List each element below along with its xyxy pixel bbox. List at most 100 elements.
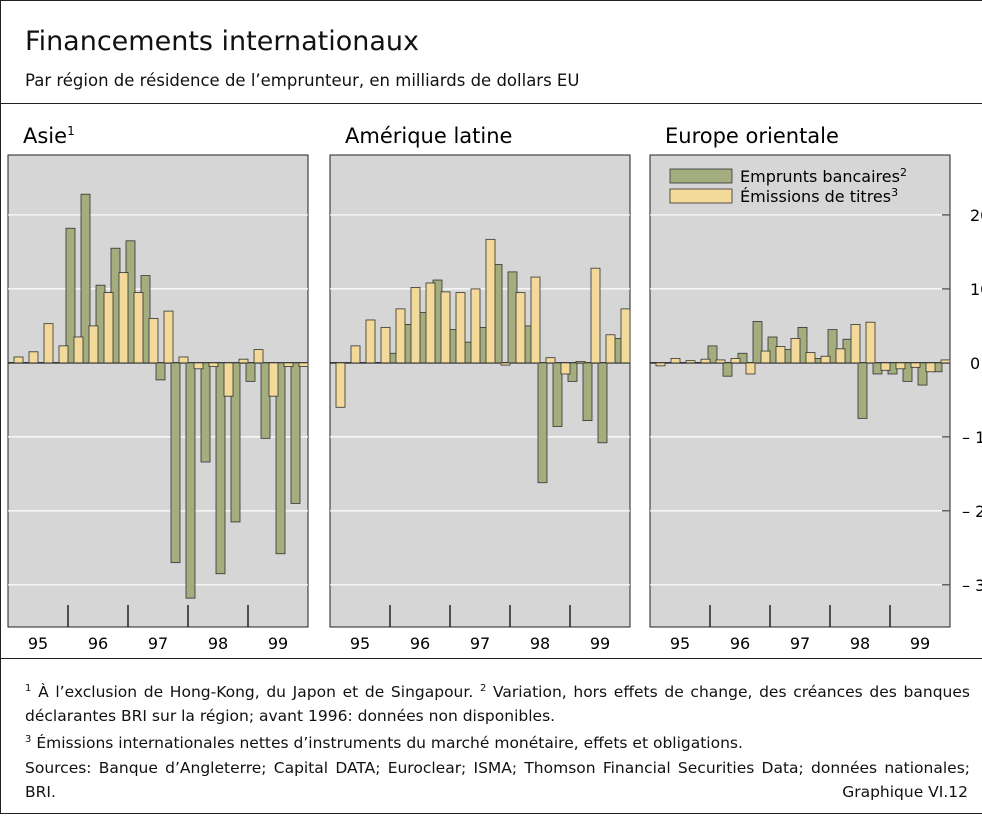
- bar: [470, 288, 481, 364]
- bar: [43, 323, 54, 364]
- bar: [245, 362, 256, 382]
- x-tick-label: 98: [208, 634, 228, 653]
- bar: [655, 362, 666, 367]
- plot-area: [649, 154, 951, 628]
- legend-swatch: [669, 168, 733, 184]
- y-tick-label: 0: [970, 354, 980, 373]
- sources: Sources: Banque d’Angleterre; Capital DA…: [25, 759, 970, 801]
- bar: [365, 319, 376, 364]
- bar: [380, 326, 391, 364]
- bar: [700, 358, 711, 364]
- divider: [0, 658, 982, 659]
- bar: [65, 227, 76, 364]
- bar: [685, 360, 696, 364]
- bar: [200, 362, 211, 463]
- y-tick-label: – 20: [962, 502, 982, 521]
- bar: [215, 362, 226, 575]
- x-tick-label: 96: [410, 634, 430, 653]
- bar: [440, 291, 451, 364]
- bar: [745, 362, 756, 375]
- bar: [485, 238, 496, 364]
- footnote-text: Émissions internationales nettes d’instr…: [36, 734, 743, 753]
- bar: [253, 349, 264, 364]
- bar: [820, 355, 831, 364]
- footnote-mark: 2: [479, 683, 487, 694]
- bar: [805, 352, 816, 364]
- footnotes: 1 À l’exclusion de Hong-Kong, du Japon e…: [25, 677, 970, 755]
- x-tick-label: 95: [670, 634, 690, 653]
- x-tick-label: 97: [470, 634, 490, 653]
- bar: [925, 362, 936, 373]
- bar: [537, 362, 548, 484]
- legend-swatch: [669, 188, 733, 204]
- bar: [590, 267, 601, 364]
- bar: [760, 350, 771, 364]
- bar: [80, 193, 91, 364]
- bar: [910, 362, 921, 368]
- bar: [185, 362, 196, 599]
- x-tick-label: 98: [850, 634, 870, 653]
- chart-id: Graphique VI.12: [842, 783, 968, 801]
- bar: [13, 356, 24, 364]
- bar: [515, 292, 526, 364]
- plot-area: [329, 154, 631, 628]
- bar: [775, 346, 786, 364]
- bar: [895, 362, 906, 370]
- bar: [707, 345, 718, 364]
- bar: [298, 362, 309, 367]
- legend-note: 2: [900, 166, 907, 179]
- x-tick-label: 99: [590, 634, 610, 653]
- bar: [425, 282, 436, 364]
- bar: [230, 362, 241, 523]
- bar: [455, 292, 466, 364]
- bar: [170, 362, 181, 564]
- bar: [605, 334, 616, 364]
- legend-note: 3: [891, 186, 898, 199]
- bar: [223, 362, 234, 397]
- bar: [88, 325, 99, 364]
- x-tick-label: 95: [28, 634, 48, 653]
- bar: [715, 359, 726, 364]
- bar: [350, 345, 361, 364]
- x-tick-label: 99: [910, 634, 930, 653]
- bar: [58, 345, 69, 364]
- bar: [260, 362, 271, 439]
- bar: [395, 308, 406, 364]
- bar: [148, 318, 159, 364]
- bar: [880, 362, 891, 371]
- bar: [902, 362, 913, 382]
- bar: [155, 362, 166, 381]
- bar: [850, 324, 861, 364]
- bar: [530, 276, 541, 364]
- x-tick-label: 99: [268, 634, 288, 653]
- bar: [917, 362, 928, 386]
- x-tick-label: 95: [350, 634, 370, 653]
- bar: [410, 287, 421, 364]
- bar: [857, 362, 868, 419]
- bar: [118, 272, 129, 364]
- panel-title: Asie1: [23, 124, 75, 148]
- bar: [670, 358, 681, 364]
- bar: [790, 338, 801, 364]
- bar: [827, 329, 838, 364]
- bar: [545, 357, 556, 364]
- bar: [560, 362, 571, 375]
- bar: [865, 321, 876, 364]
- x-tick-label: 98: [530, 634, 550, 653]
- bar: [722, 362, 733, 377]
- bar: [283, 362, 294, 367]
- bar: [582, 362, 593, 421]
- x-tick-label: 96: [730, 634, 750, 653]
- footnote-text: Variation, hors effets de change, des cr…: [25, 683, 970, 726]
- panel-title-note: 1: [67, 124, 75, 138]
- bar: [238, 358, 249, 364]
- bar: [597, 362, 608, 444]
- bar: [620, 308, 631, 364]
- bar: [752, 321, 763, 364]
- bar: [193, 362, 204, 370]
- title: Financements internationaux: [25, 26, 420, 57]
- plot-area: [7, 154, 309, 628]
- footnote-mark: 1: [25, 683, 32, 694]
